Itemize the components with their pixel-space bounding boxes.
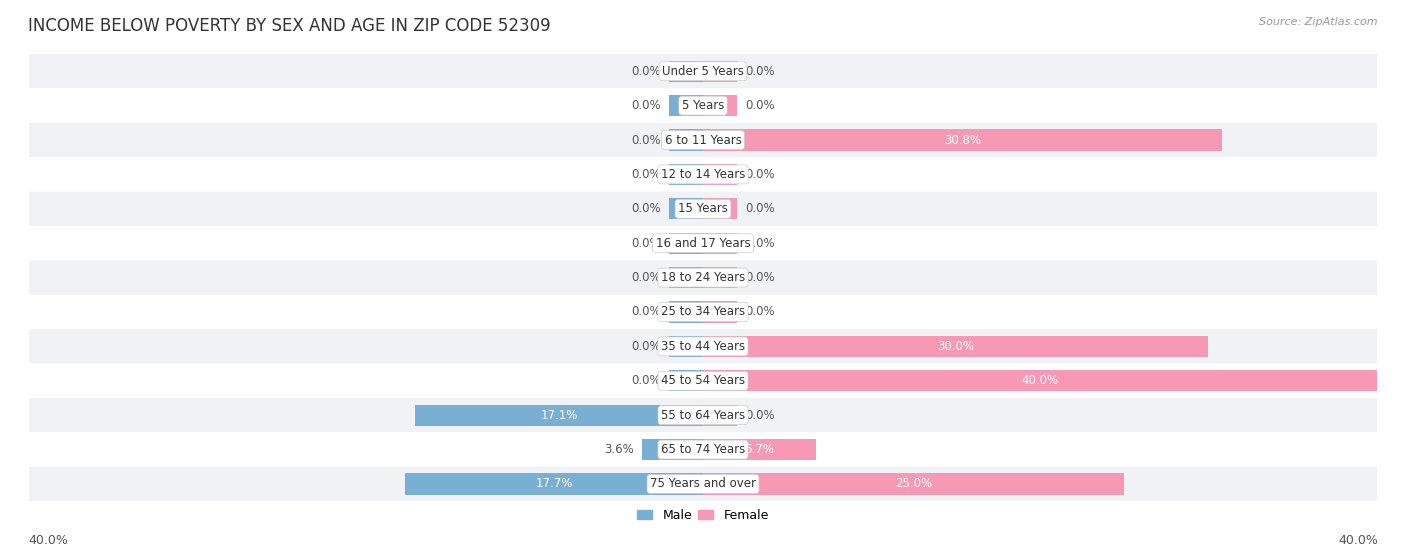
Text: 0.0%: 0.0% (745, 203, 775, 215)
FancyBboxPatch shape (30, 54, 1376, 89)
Bar (669, 163, 703, 185)
Text: 3.6%: 3.6% (605, 443, 634, 456)
Text: 0.0%: 0.0% (745, 65, 775, 78)
FancyBboxPatch shape (30, 432, 1376, 466)
Text: 40.0%: 40.0% (28, 534, 67, 547)
Bar (415, 405, 703, 426)
Bar (669, 61, 703, 82)
Text: 25 to 34 Years: 25 to 34 Years (661, 305, 745, 319)
FancyBboxPatch shape (30, 226, 1376, 261)
Text: 0.0%: 0.0% (745, 271, 775, 284)
Bar (669, 198, 703, 219)
Text: 0.0%: 0.0% (631, 271, 661, 284)
Bar (703, 267, 737, 288)
Text: 15 Years: 15 Years (678, 203, 728, 215)
Bar (669, 301, 703, 323)
Text: 30.0%: 30.0% (938, 340, 974, 353)
Text: Source: ZipAtlas.com: Source: ZipAtlas.com (1260, 17, 1378, 27)
Bar (703, 405, 737, 426)
Text: 75 Years and over: 75 Years and over (650, 478, 756, 490)
Text: 0.0%: 0.0% (631, 203, 661, 215)
Bar (669, 267, 703, 288)
Text: 17.7%: 17.7% (536, 478, 572, 490)
Bar (703, 163, 737, 185)
Text: 0.0%: 0.0% (745, 305, 775, 319)
Bar (703, 473, 1125, 494)
Text: 0.0%: 0.0% (631, 65, 661, 78)
Text: 40.0%: 40.0% (1339, 534, 1378, 547)
Bar (669, 336, 703, 357)
Text: 45 to 54 Years: 45 to 54 Years (661, 374, 745, 387)
Text: 0.0%: 0.0% (631, 237, 661, 250)
Text: 0.0%: 0.0% (631, 133, 661, 147)
Text: 40.0%: 40.0% (1021, 374, 1059, 387)
Bar (703, 370, 1376, 392)
Text: 25.0%: 25.0% (896, 478, 932, 490)
Text: 6.7%: 6.7% (745, 443, 775, 456)
FancyBboxPatch shape (30, 157, 1376, 191)
Text: 0.0%: 0.0% (745, 168, 775, 181)
Text: 0.0%: 0.0% (745, 408, 775, 422)
FancyBboxPatch shape (30, 466, 1376, 501)
Text: 6 to 11 Years: 6 to 11 Years (665, 133, 741, 147)
Bar (703, 233, 737, 254)
FancyBboxPatch shape (30, 191, 1376, 226)
Bar (669, 233, 703, 254)
FancyBboxPatch shape (30, 123, 1376, 157)
Text: Under 5 Years: Under 5 Years (662, 65, 744, 78)
Text: INCOME BELOW POVERTY BY SEX AND AGE IN ZIP CODE 52309: INCOME BELOW POVERTY BY SEX AND AGE IN Z… (28, 17, 551, 35)
FancyBboxPatch shape (30, 261, 1376, 295)
Text: 16 and 17 Years: 16 and 17 Years (655, 237, 751, 250)
Bar (703, 129, 1222, 151)
Bar (703, 301, 737, 323)
FancyBboxPatch shape (30, 89, 1376, 123)
Text: 17.1%: 17.1% (540, 408, 578, 422)
FancyBboxPatch shape (30, 295, 1376, 329)
Text: 0.0%: 0.0% (631, 340, 661, 353)
Bar (669, 370, 703, 392)
Text: 0.0%: 0.0% (745, 237, 775, 250)
Text: 0.0%: 0.0% (631, 99, 661, 112)
Text: 35 to 44 Years: 35 to 44 Years (661, 340, 745, 353)
Bar (703, 61, 737, 82)
Bar (703, 198, 737, 219)
Bar (703, 95, 737, 116)
Legend: Male, Female: Male, Female (637, 509, 769, 522)
FancyBboxPatch shape (30, 398, 1376, 432)
Text: 0.0%: 0.0% (631, 374, 661, 387)
Bar (703, 336, 1208, 357)
Bar (703, 439, 815, 460)
Bar (669, 129, 703, 151)
Text: 0.0%: 0.0% (631, 168, 661, 181)
FancyBboxPatch shape (30, 329, 1376, 364)
Text: 0.0%: 0.0% (745, 99, 775, 112)
FancyBboxPatch shape (30, 364, 1376, 398)
Bar (643, 439, 703, 460)
Text: 12 to 14 Years: 12 to 14 Years (661, 168, 745, 181)
Text: 65 to 74 Years: 65 to 74 Years (661, 443, 745, 456)
Text: 55 to 64 Years: 55 to 64 Years (661, 408, 745, 422)
Text: 18 to 24 Years: 18 to 24 Years (661, 271, 745, 284)
Text: 30.8%: 30.8% (943, 133, 981, 147)
Bar (669, 95, 703, 116)
Text: 0.0%: 0.0% (631, 305, 661, 319)
Bar (405, 473, 703, 494)
Text: 5 Years: 5 Years (682, 99, 724, 112)
